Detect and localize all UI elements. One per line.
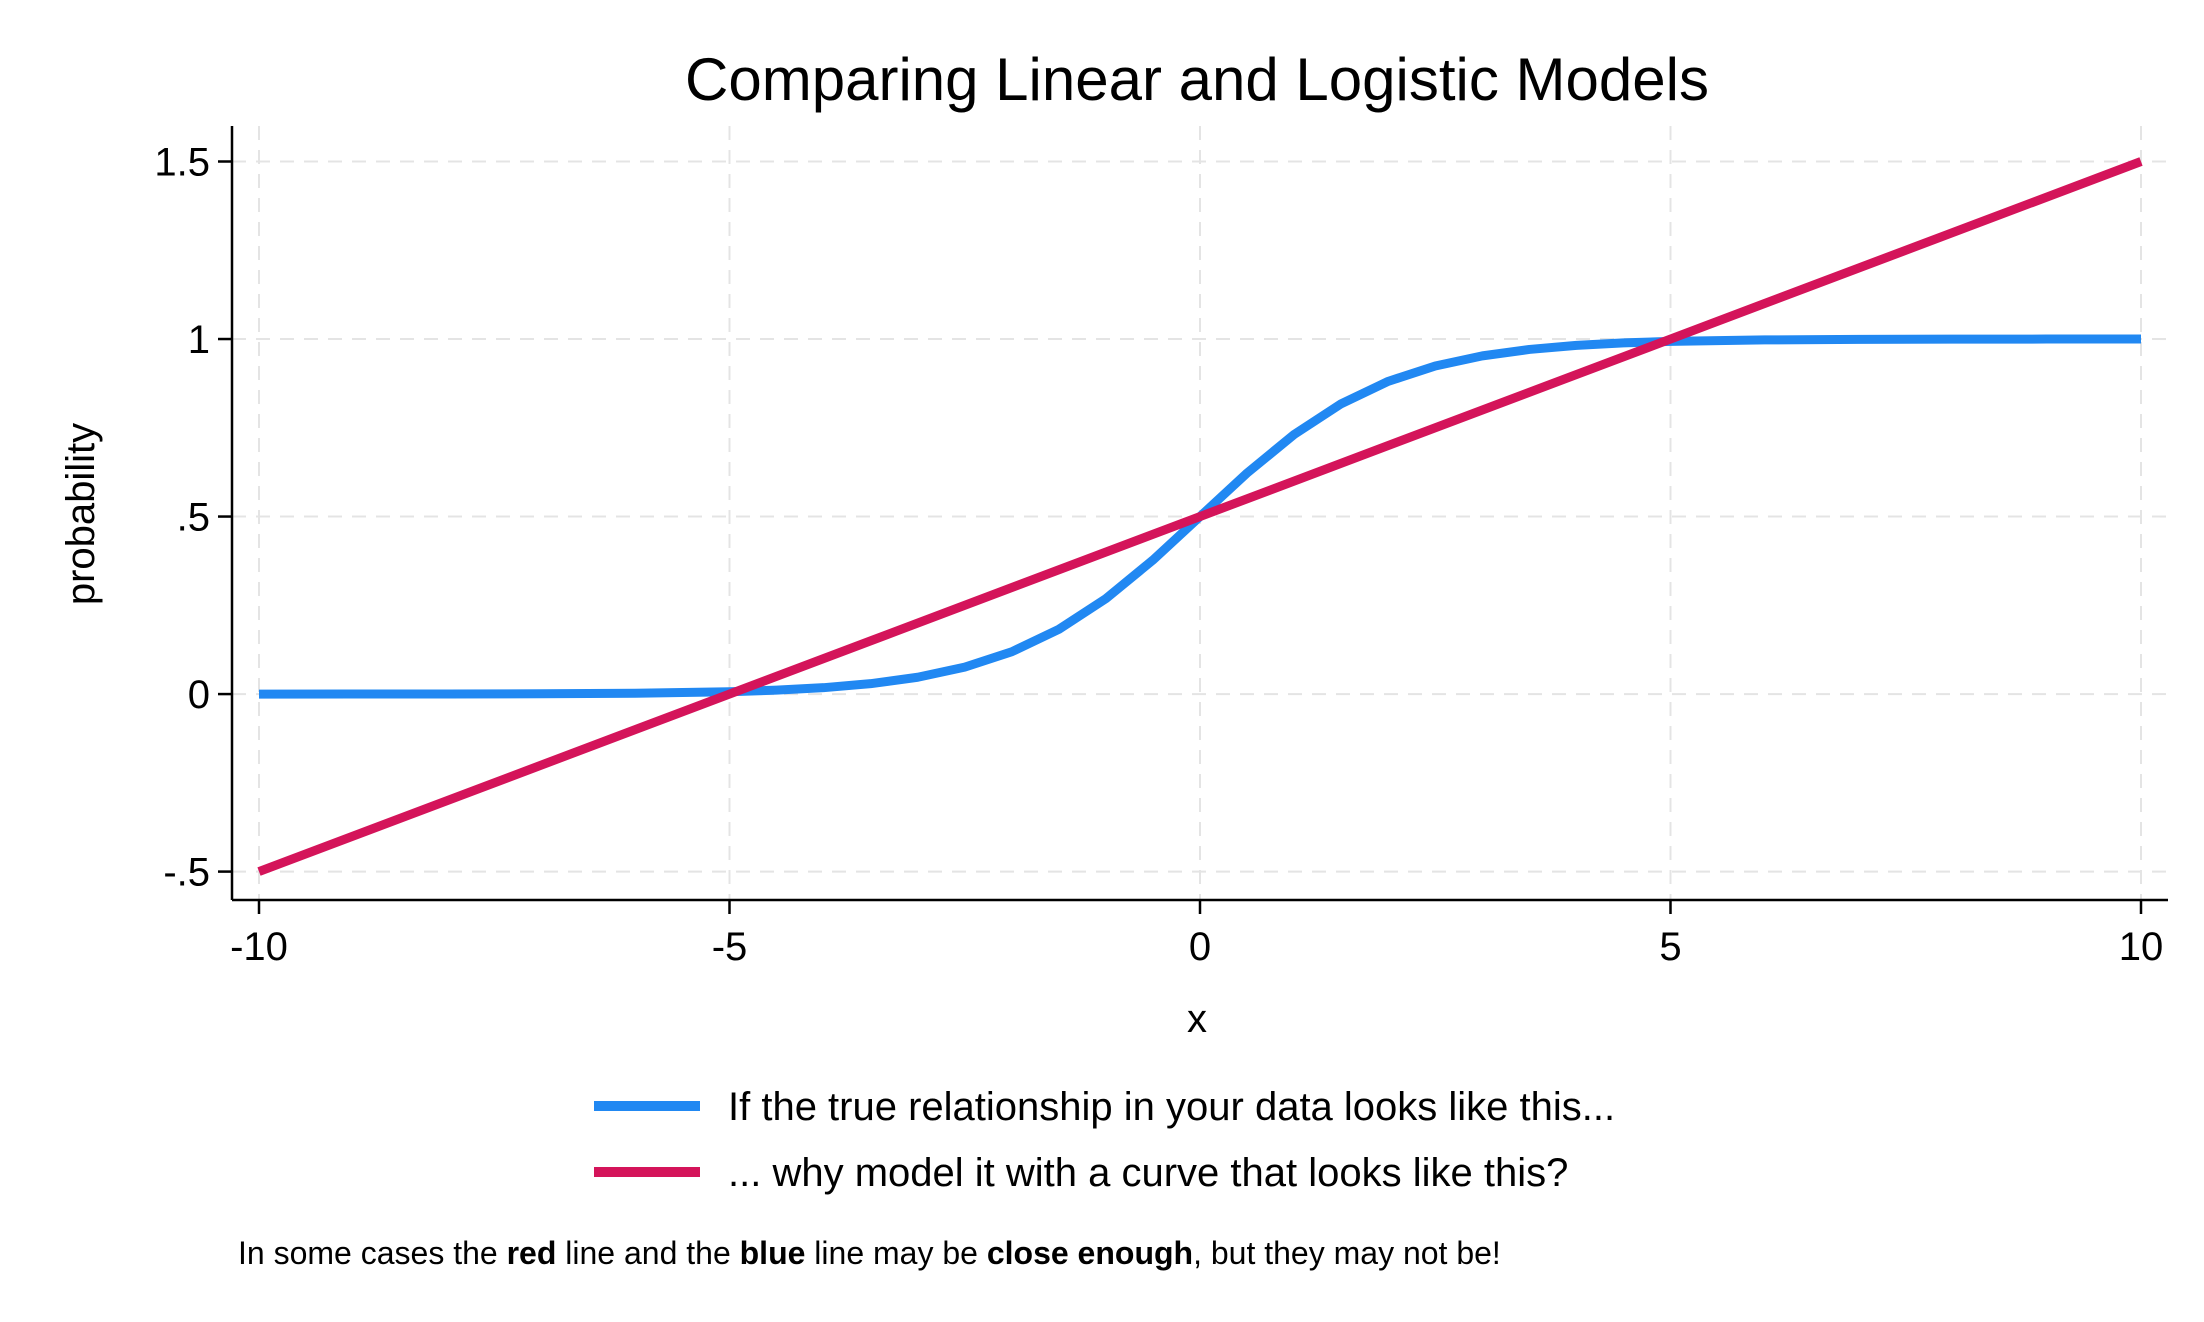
y-axis-label: probability (59, 423, 103, 605)
legend-label-1: ... why model it with a curve that looks… (728, 1151, 1568, 1195)
chart-title: Comparing Linear and Logistic Models (685, 46, 1709, 113)
axes: -.5 0 .5 1 1.5 -10 -5 0 5 10 (154, 126, 2168, 969)
footnote: In some cases the red line and the blue … (238, 1235, 1501, 1271)
legend: If the true relationship in your data lo… (594, 1085, 1615, 1195)
plot-area (257, 157, 2143, 876)
series-linear-line (257, 157, 2143, 876)
y-tick-label-0: -.5 (163, 851, 210, 895)
x-tick-label-2: 0 (1189, 925, 1211, 969)
y-tick-label-3: 1 (188, 318, 210, 362)
y-tick-label-2: .5 (177, 496, 210, 540)
footnote-part-4: line may be (805, 1235, 986, 1271)
x-tick-label-1: -5 (712, 925, 748, 969)
y-tick-label-1: 0 (188, 673, 210, 717)
x-tick-label-0: -10 (230, 925, 288, 969)
footnote-part-6: , but they may not be! (1193, 1235, 1501, 1271)
footnote-part-2: line and the (556, 1235, 739, 1271)
y-tick-label-4: 1.5 (154, 141, 210, 185)
x-tick-label-4: 10 (2119, 925, 2164, 969)
x-tick-label-3: 5 (1659, 925, 1681, 969)
footnote-part-1: red (507, 1235, 557, 1271)
legend-label-0: If the true relationship in your data lo… (728, 1085, 1615, 1129)
footnote-part-3: blue (740, 1235, 806, 1271)
footnote-part-0: In some cases the (238, 1235, 507, 1271)
footnote-part-5: close enough (987, 1235, 1193, 1271)
x-axis-label: x (1187, 997, 1207, 1041)
